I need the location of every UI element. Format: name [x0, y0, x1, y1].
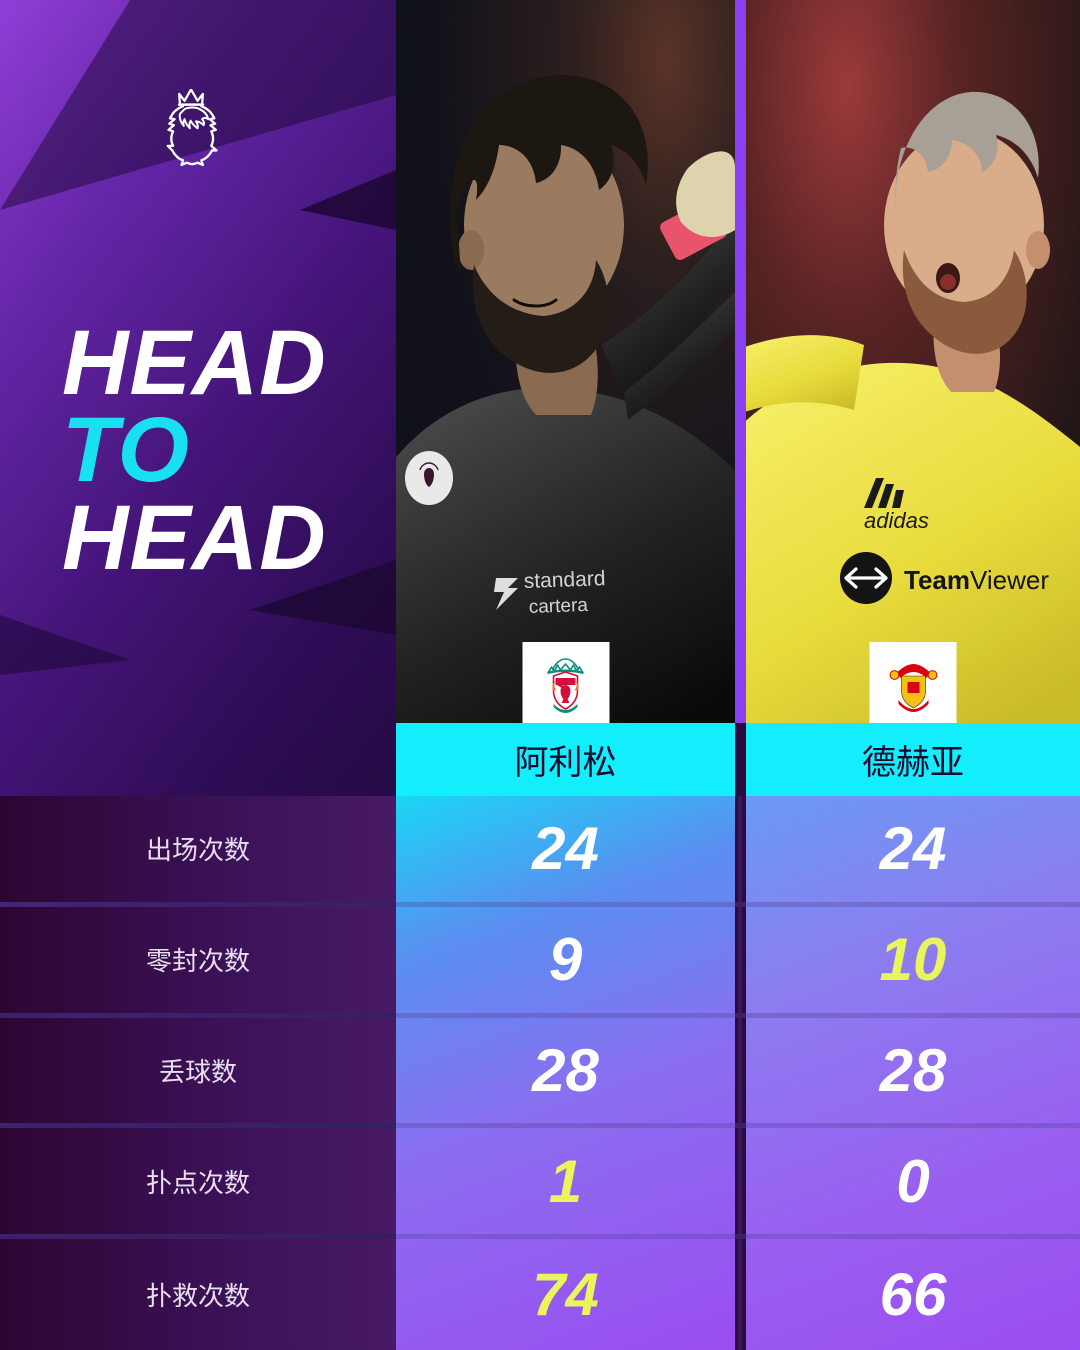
svg-text:cartera: cartera	[528, 595, 588, 618]
svg-text:adidas: adidas	[864, 508, 929, 533]
svg-text:standard: standard	[523, 567, 605, 593]
svg-text:TeamViewer: TeamViewer	[904, 565, 1049, 595]
